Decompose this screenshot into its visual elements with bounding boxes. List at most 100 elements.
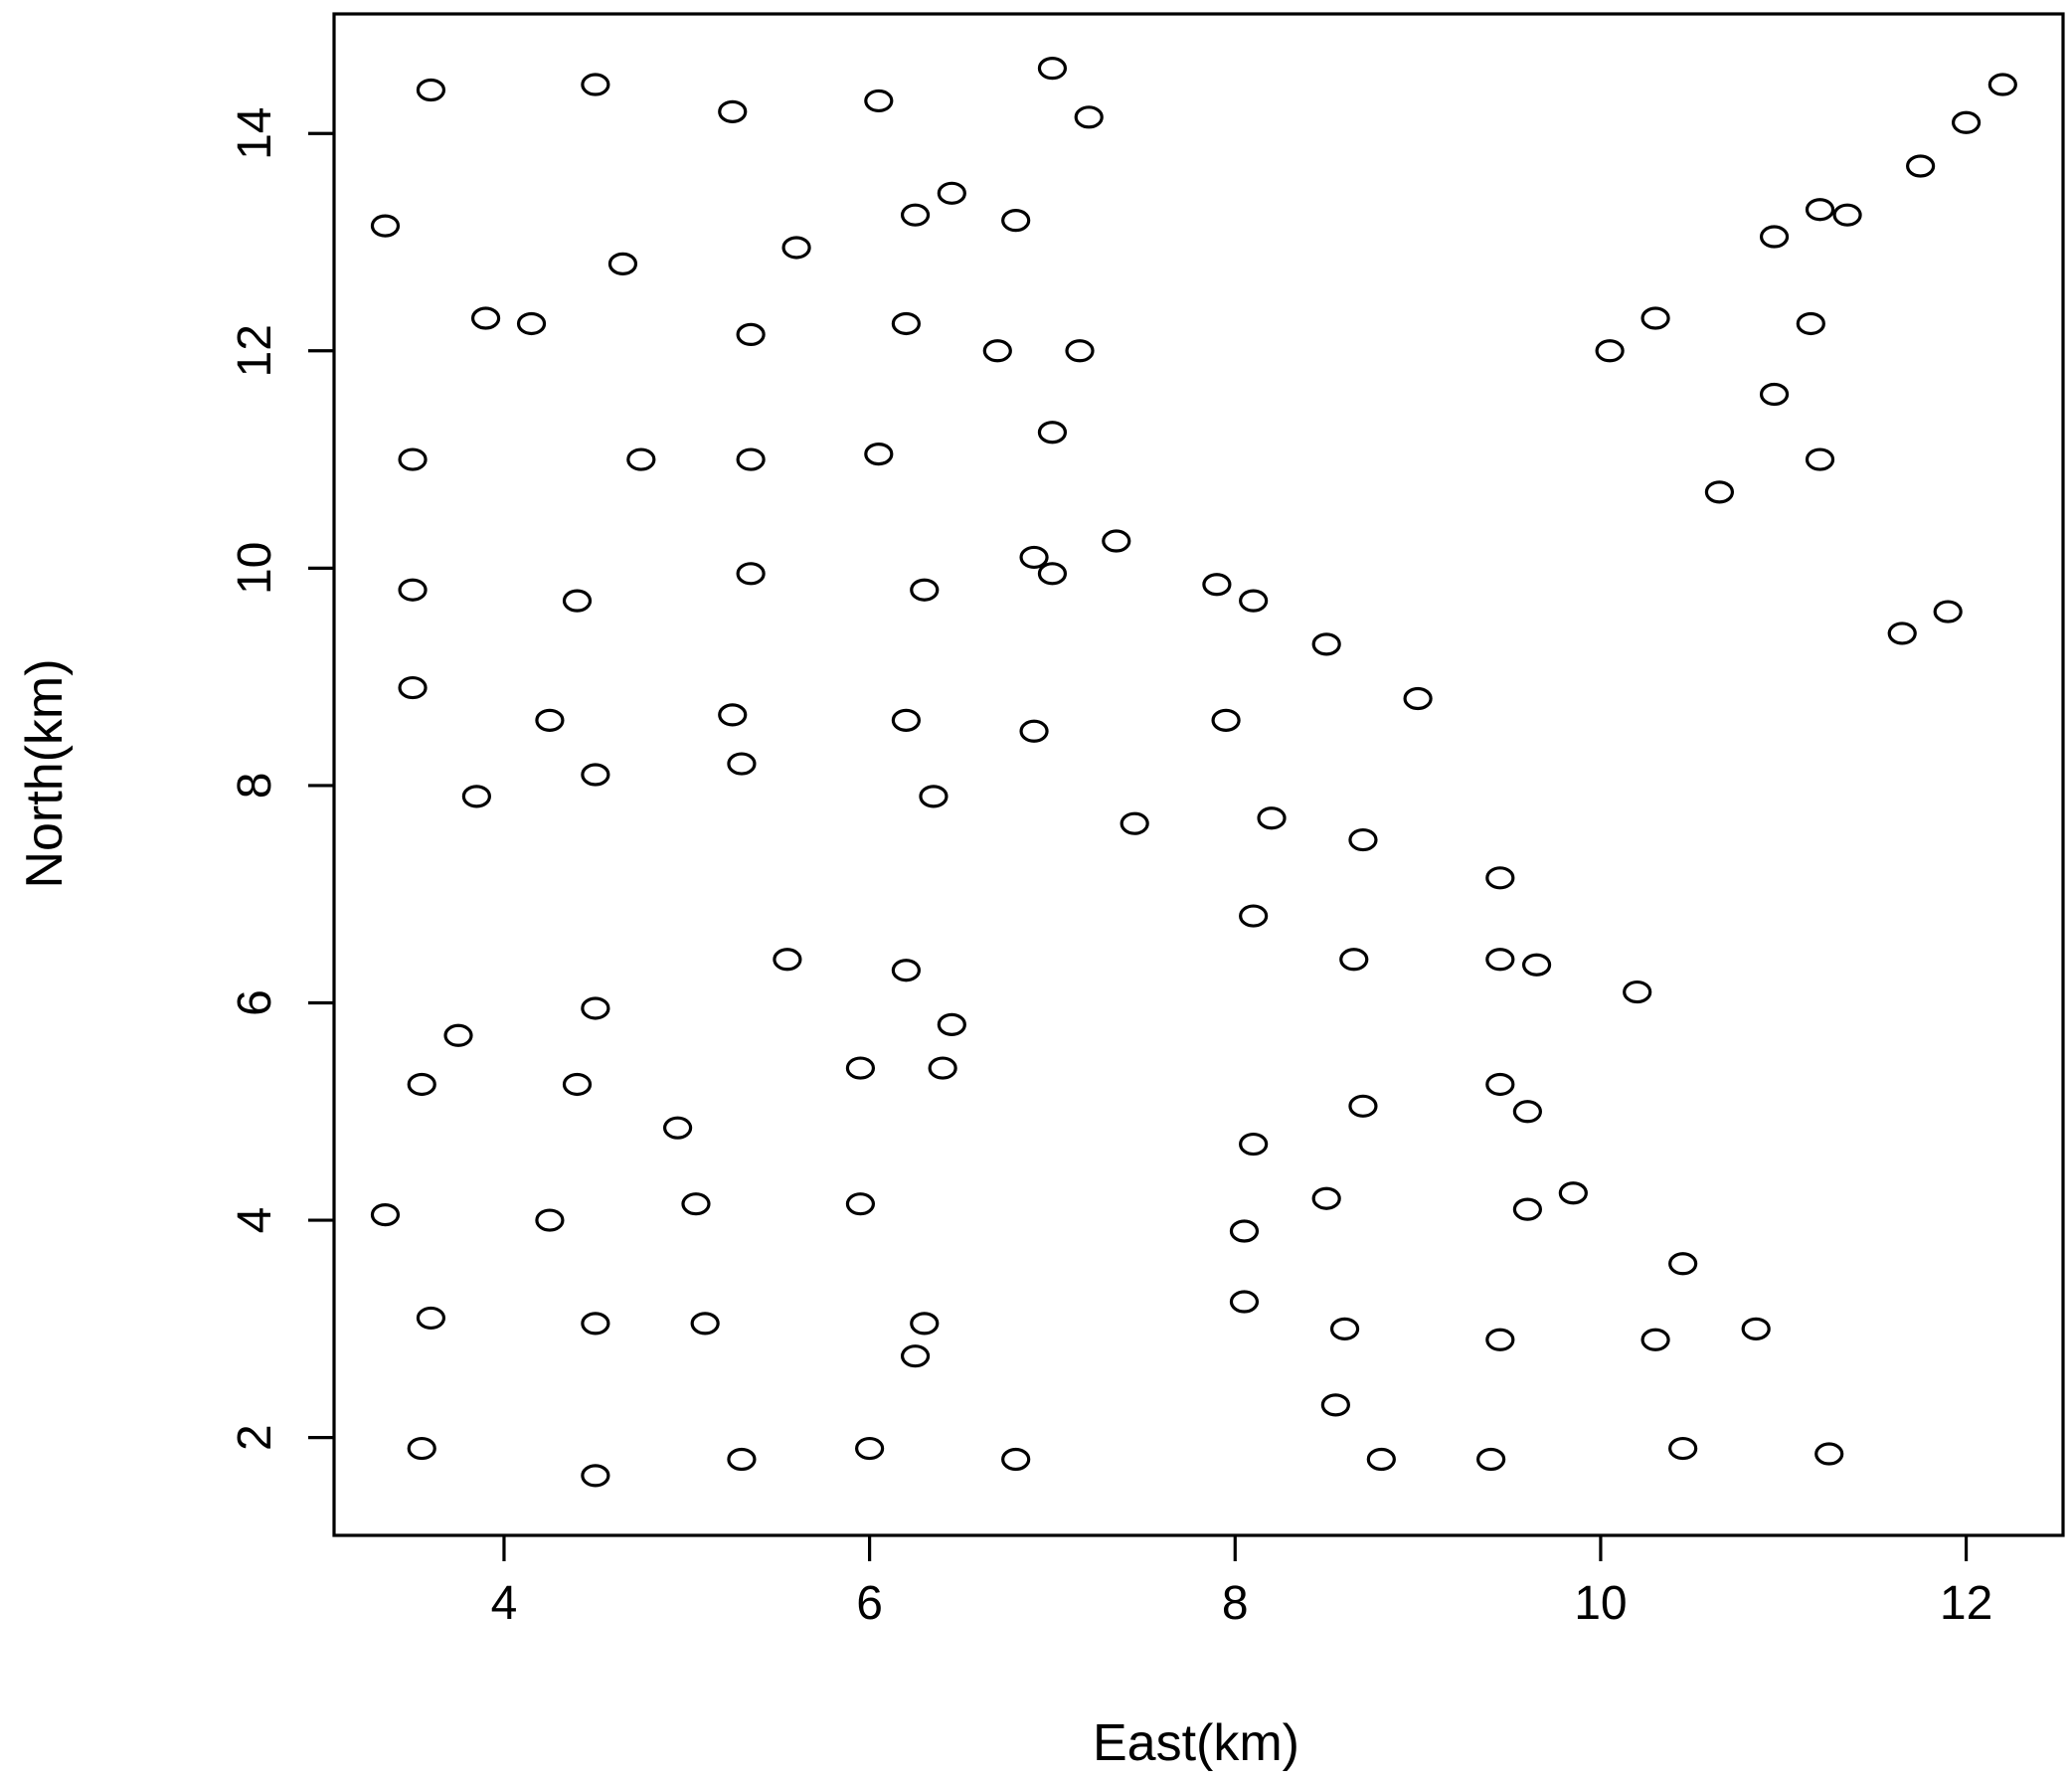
data-point (845, 1056, 876, 1080)
data-point (1832, 203, 1862, 227)
data-point (1001, 1447, 1031, 1472)
data-point (1102, 529, 1131, 553)
data-point (1476, 1447, 1506, 1472)
data-point (1485, 948, 1515, 972)
data-point (562, 1072, 593, 1097)
data-point (718, 99, 748, 123)
y-axis-title: North(km) (16, 658, 74, 888)
x-tick-label-3: 10 (1574, 1577, 1627, 1630)
data-point (781, 236, 811, 260)
data-point (1805, 447, 1835, 471)
data-point (1257, 806, 1287, 830)
data-point (1239, 589, 1269, 613)
data-point (1987, 73, 2017, 96)
y-axis: 2 4 6 8 10 12 14 (229, 107, 334, 1451)
x-axis: 4 6 8 10 12 (491, 1535, 1992, 1630)
data-point (727, 752, 757, 776)
y-tick-label-3: 8 (229, 773, 281, 800)
data-point (864, 443, 894, 466)
y-tick-label-1: 4 (229, 1207, 281, 1234)
data-point (416, 78, 446, 102)
data-point (1339, 948, 1369, 972)
data-point (1595, 339, 1625, 363)
data-point (855, 1436, 885, 1461)
data-point (1906, 154, 1936, 178)
data-point (845, 1192, 876, 1216)
x-axis-title: East(km) (1093, 1714, 1299, 1772)
data-point (581, 1312, 610, 1336)
data-point (736, 562, 766, 586)
data-point (910, 1312, 940, 1336)
data-point (1120, 811, 1149, 835)
data-point (1202, 573, 1232, 597)
data-point (1640, 1328, 1670, 1351)
data-point (581, 996, 610, 1020)
data-point (937, 1012, 966, 1036)
data-point (1348, 827, 1378, 852)
data-point (1668, 1252, 1698, 1276)
data-point (891, 311, 921, 336)
data-point (1239, 1132, 1269, 1157)
data-point (398, 447, 428, 471)
data-point (1311, 632, 1341, 656)
y-tick-label-5: 12 (229, 324, 281, 377)
data-point (581, 73, 610, 96)
data-point (1759, 382, 1790, 407)
data-point (1485, 866, 1515, 890)
data-point (900, 203, 931, 227)
x-tick-label-1: 6 (856, 1577, 883, 1630)
data-point (1239, 904, 1269, 928)
data-point (370, 1203, 401, 1227)
data-point (562, 589, 593, 613)
x-tick-label-2: 8 (1222, 1577, 1249, 1630)
data-point (398, 578, 428, 602)
data-point (891, 708, 921, 732)
data-point (910, 578, 940, 602)
data-point (626, 447, 656, 471)
data-point (690, 1312, 720, 1336)
data-point (1065, 339, 1095, 363)
data-point (1320, 1393, 1350, 1417)
data-point (1759, 225, 1790, 249)
data-point (773, 948, 802, 972)
y-tick-label-4: 10 (229, 542, 281, 595)
data-point (937, 181, 966, 205)
data-point (416, 1306, 446, 1331)
data-point (1558, 1181, 1588, 1205)
data-point (535, 708, 565, 732)
data-point (1366, 1447, 1396, 1472)
data-point (982, 339, 1012, 363)
data-point (1211, 708, 1241, 732)
data-point (864, 89, 894, 113)
data-point (1229, 1290, 1260, 1314)
data-point (1887, 622, 1917, 645)
data-point (681, 1192, 711, 1216)
data-point (407, 1072, 436, 1097)
y-tick-label-6: 14 (229, 107, 281, 160)
data-point (900, 1344, 931, 1368)
data-point (1704, 480, 1735, 504)
data-point (470, 306, 501, 330)
data-point (1814, 1442, 1844, 1466)
data-point (1037, 421, 1068, 445)
data-point (370, 214, 401, 238)
data-point (1329, 1317, 1360, 1340)
data-point (407, 1436, 436, 1461)
data-points (370, 57, 2017, 1488)
data-point (516, 311, 547, 336)
data-point (1037, 57, 1068, 81)
data-point (891, 959, 921, 982)
x-tick-label-4: 12 (1940, 1577, 1992, 1630)
data-point (1805, 198, 1835, 222)
data-point (1512, 1197, 1542, 1221)
data-point (443, 1023, 473, 1047)
data-point (1521, 953, 1552, 977)
data-point (461, 785, 491, 808)
data-point (1933, 600, 1963, 623)
data-point (581, 763, 610, 787)
data-point (1640, 306, 1670, 330)
data-point (1311, 1186, 1341, 1210)
data-point (398, 675, 428, 700)
plot-frame (332, 12, 2065, 1537)
